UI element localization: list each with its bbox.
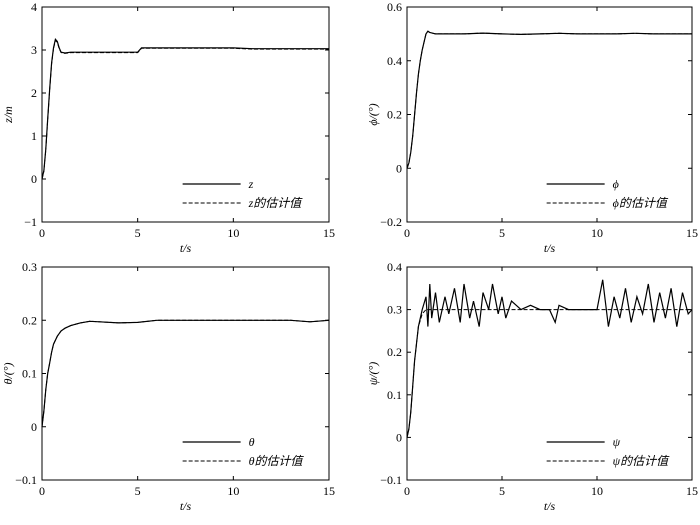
x-tick-label: 0 [39, 484, 45, 498]
x-tick-label: 15 [686, 226, 698, 240]
y-tick-label: −0.1 [380, 473, 402, 487]
series-line-1 [406, 279, 693, 438]
y-axis-label: ϕ/(°) [366, 103, 380, 125]
x-tick-label: 15 [323, 226, 335, 240]
x-tick-label: 0 [404, 226, 410, 240]
x-tick-label: 15 [686, 484, 698, 498]
y-tick-label: 4 [31, 0, 37, 14]
y-tick-label: 0.4 [387, 54, 402, 68]
series-line-1 [41, 38, 329, 180]
y-tick-label: 0.3 [22, 260, 37, 274]
y-tick-label: 3 [31, 43, 37, 57]
plot-frame [41, 6, 330, 223]
x-tick-label: 10 [227, 226, 239, 240]
plot-frame [406, 266, 693, 481]
y-tick-label: −0.1 [15, 473, 37, 487]
y-tick-label: 0 [31, 172, 37, 186]
legend-label-2: z的估计值 [248, 196, 304, 210]
x-axis-label: t/s [544, 499, 556, 513]
x-tick-label: 5 [135, 226, 141, 240]
x-tick-label: 5 [499, 226, 505, 240]
x-tick-label: 0 [404, 484, 410, 498]
plot-frame [41, 266, 330, 481]
y-tick-label: 0.2 [387, 108, 402, 122]
x-axis-label: t/s [544, 241, 556, 255]
y-tick-label: 0.6 [387, 0, 402, 14]
y-tick-label: 2 [31, 86, 37, 100]
y-tick-label: −0.2 [380, 215, 402, 229]
y-tick-label: 0 [396, 161, 402, 175]
x-axis-label: t/s [180, 241, 192, 255]
y-tick-label: 0.2 [387, 345, 402, 359]
y-tick-label: 0.1 [387, 388, 402, 402]
x-tick-label: 5 [499, 484, 505, 498]
y-tick-label: −1 [24, 215, 37, 229]
y-tick-label: 0 [31, 420, 37, 434]
x-tick-label: 15 [323, 484, 335, 498]
x-tick-label: 5 [135, 484, 141, 498]
y-tick-label: 0.4 [387, 260, 402, 274]
y-tick-label: 0.3 [387, 303, 402, 317]
legend-label-1: ϕ [613, 177, 619, 191]
y-axis-label: z/m [1, 106, 15, 124]
y-tick-label: 0.2 [22, 313, 37, 327]
x-tick-label: 0 [39, 226, 45, 240]
legend-label-1: θ [249, 435, 255, 449]
x-tick-label: 10 [591, 226, 603, 240]
series-line-1 [406, 30, 692, 169]
y-axis-label: ψ/(°) [366, 362, 380, 386]
series-line-2 [41, 319, 330, 427]
legend-label-2: θ的估计值 [249, 454, 305, 468]
x-axis-label: t/s [180, 499, 192, 513]
x-tick-label: 10 [591, 484, 603, 498]
series-line-1 [41, 319, 330, 427]
y-tick-label: 0.1 [22, 367, 37, 381]
y-axis-label: θ/(°) [1, 362, 15, 384]
series-line-2 [406, 30, 692, 169]
plot-frame [406, 6, 693, 223]
legend-label-1: z [248, 177, 254, 191]
series-line-2 [406, 309, 692, 438]
y-tick-label: 0 [396, 430, 402, 444]
x-tick-label: 10 [227, 484, 239, 498]
legend-label-2: ψ的估计值 [613, 454, 670, 468]
legend-label-1: ψ [613, 435, 621, 449]
y-tick-label: 1 [31, 129, 37, 143]
legend-label-2: ϕ的估计值 [613, 196, 669, 210]
series-line-2 [41, 39, 329, 180]
